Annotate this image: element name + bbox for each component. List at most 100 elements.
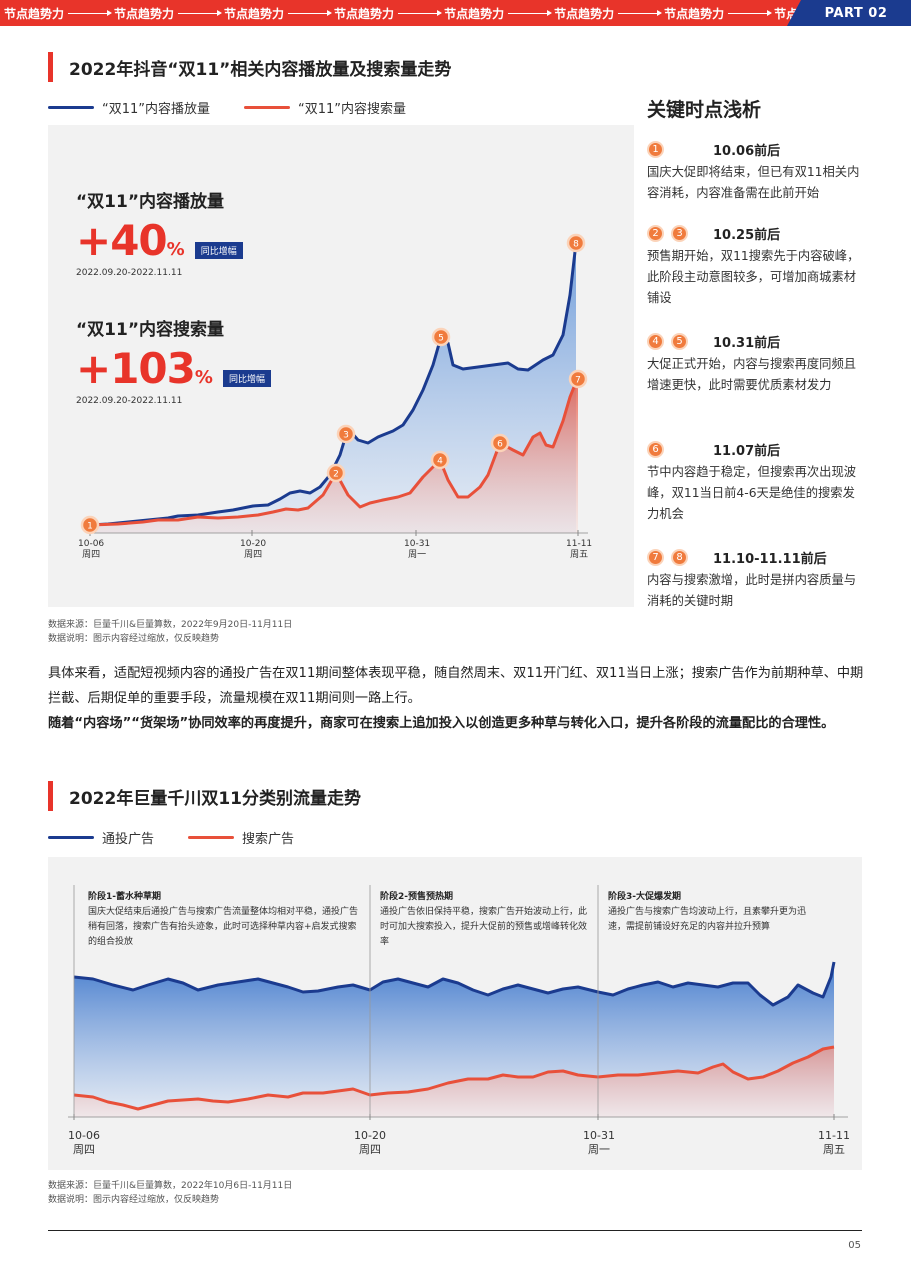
section2-source: 数据来源：巨量千川&巨量算数，2022年10月6日-11月11日 数据说明：图示… [48, 1179, 292, 1207]
section2-title: 2022年巨量千川双11分类别流量走势 [48, 781, 361, 811]
search-yoy-badge: 同比增幅 [223, 370, 272, 387]
banner-arrow-icon [178, 9, 223, 16]
banner-item: 节点趋势力 [114, 6, 175, 21]
phase-2-desc: 通投广告依旧保持平稳，搜索广告开始波动上行，此时可加大搜索投入，提升大促前的预售… [380, 907, 588, 947]
play-pct: +40% [76, 216, 185, 265]
banner-arrow-icon [398, 9, 443, 16]
phase-1: 阶段1-蓄水种草期 国庆大促结束后通投广告与搜索广告流量整体均相对平稳，通投广告… [88, 890, 360, 950]
chart1-line-play [89, 242, 578, 527]
chart1-marker-label-6: 6 [497, 440, 503, 450]
c1-tick-0: 10-06 周四 [78, 539, 105, 561]
key-point-time: 10.31前后 [713, 335, 781, 351]
banner-items: 节点趋势力节点趋势力节点趋势力节点趋势力节点趋势力节点趋势力节点趋势力节点趋势力 [4, 0, 834, 26]
c2-tick-0: 10-06 周四 [68, 1129, 100, 1156]
chart2-panel: 阶段1-蓄水种草期 国庆大促结束后通投广告与搜索广告流量整体均相对平稳，通投广告… [48, 857, 862, 1170]
key-point-desc: 大促正式开始，内容与搜索再度同频且增速更快，此时需要优质素材发力 [647, 357, 857, 392]
chart1-marker-1 [80, 515, 100, 535]
chart1-marker-label-3: 3 [343, 431, 349, 441]
search-range: 2022.09.20-2022.11.11 [76, 396, 183, 406]
marker-badge-icon: 7 [647, 548, 664, 566]
c2-tick-3: 11-11 周五 [818, 1129, 850, 1156]
legend-line-searchads [188, 836, 235, 839]
chart1-line-search [89, 376, 580, 527]
section1-note-text: 数据说明：图示内容经过缩放，仅反映趋势 [48, 634, 220, 644]
banner-item: 节点趋势力 [664, 6, 725, 21]
play-label: “双11”内容播放量 [76, 192, 225, 212]
key-points-title: 关键时点浅析 [647, 99, 762, 121]
legend-label-searchads: 搜索广告 [242, 832, 295, 847]
chart1-marker-7 [568, 369, 588, 389]
chart1-marker-label-5: 5 [438, 334, 444, 344]
legend-label-search: “双11”内容搜索量 [298, 102, 407, 117]
play-block: “双11”内容播放量 +40% 同比增幅 2022.09.20-2022.11.… [76, 187, 243, 278]
banner-arrow-icon [508, 9, 553, 16]
banner-arrow-icon [68, 9, 113, 16]
chart1-marker-5 [431, 327, 451, 347]
key-point-3: 4 5 10.31前后 大促正式开始，内容与搜索再度同频且增速更快，此时需要优质素材发… [647, 330, 862, 396]
c1-tick-2: 10-31 周一 [404, 539, 431, 561]
search-pct: +103% [76, 344, 213, 393]
chart1-area-play [90, 243, 576, 533]
banner-item: 节点趋势力 [224, 6, 285, 21]
chart1-marker-label-2: 2 [333, 470, 339, 480]
search-label: “双11”内容搜索量 [76, 320, 225, 340]
section2-note-text: 数据说明：图示内容经过缩放，仅反映趋势 [48, 1195, 220, 1205]
key-point-desc: 国庆大促即将结束，但已有双11相关内容消耗，内容准备需在此前开始 [647, 165, 860, 200]
legend-label-play: “双11”内容播放量 [102, 102, 211, 117]
key-point-desc: 预售期开始，双11搜索先于内容破峰，此阶段主动意图较多，可增加商城素材铺设 [647, 249, 860, 305]
section1-title: 2022年抖音“双11”相关内容播放量及搜索量走势 [48, 52, 451, 82]
chart1-marker-2 [326, 463, 346, 483]
phase-2: 阶段2-预售预热期 通投广告依旧保持平稳，搜索广告开始波动上行，此时可加大搜索投… [380, 890, 590, 950]
section2-source-text: 数据来源：巨量千川&巨量算数，2022年10月6日-11月11日 [48, 1181, 293, 1191]
marker-badge-icon: 4 [647, 332, 664, 350]
chart1-marker-label-8: 8 [573, 240, 579, 250]
legend-label-general: 通投广告 [102, 832, 155, 847]
chart1-marker-label-1: 1 [87, 522, 93, 532]
chart1-svg: 1 2 3 4 5 6 7 8 [80, 233, 588, 536]
top-banner: 节点趋势力节点趋势力节点趋势力节点趋势力节点趋势力节点趋势力节点趋势力节点趋势力… [0, 0, 911, 26]
title-accent-bar-2 [48, 781, 53, 811]
c2-tick-2: 10-31 周一 [583, 1129, 615, 1156]
footer-rule [48, 1230, 862, 1231]
phase-3-desc: 通投广告与搜索广告均波动上行，且素攀升更为迅速，需提前铺设好充足的内容并拉升预算 [608, 907, 807, 932]
c1-tick-3: 11-11 周五 [566, 539, 593, 561]
banner-item: 节点趋势力 [4, 6, 65, 21]
body-paragraph-2: 随着“内容场”“货架场”协同效率的再度提升，商家可在搜索上追加投入以创造更多种草… [48, 716, 835, 731]
section2-title-text: 2022年巨量千川双11分类别流量走势 [69, 788, 361, 809]
section1-title-text: 2022年抖音“双11”相关内容播放量及搜索量走势 [69, 59, 452, 80]
key-point-4: 6 11.07前后 节中内容趋于稳定，但搜索再次出现波峰，双11当日前4-6天是绝佳… [647, 438, 862, 525]
chart1-marker-3 [336, 424, 356, 444]
title-accent-bar [48, 52, 53, 82]
banner-item: 节点趋势力 [334, 6, 395, 21]
banner-arrow-icon [288, 9, 333, 16]
phase-2-title: 阶段2-预售预热期 [380, 892, 453, 902]
phase-3: 阶段3-大促爆发期 通投广告与搜索广告均波动上行，且素攀升更为迅速，需提前铺设好… [608, 890, 822, 935]
legend-line-play [48, 106, 94, 109]
key-point-2: 2 3 10.25前后 预售期开始，双11搜索先于内容破峰，此阶段主动意图较多，可增加… [647, 222, 862, 309]
banner-item: 节点趋势力 [554, 6, 615, 21]
chart1-marker-8 [566, 233, 586, 253]
key-point-desc: 内容与搜索激增，此时是拼内容质量与消耗的关键时期 [647, 573, 857, 608]
key-point-time: 11.10-11.11前后 [713, 551, 827, 567]
play-range: 2022.09.20-2022.11.11 [76, 268, 183, 278]
key-point-time: 11.07前后 [713, 443, 781, 459]
legend-line-search [244, 106, 291, 109]
key-point-desc: 节中内容趋于稳定，但搜索再次出现波峰，双11当日前4-6天是绝佳的搜索发力机会 [647, 465, 857, 521]
phase-3-title: 阶段3-大促爆发期 [608, 892, 681, 902]
chart1-panel: 1 2 3 4 5 6 7 8 “双11”内容播放量 +40% 同比增幅 2022.09.20… [48, 125, 634, 607]
marker-badge-icon: 3 [671, 224, 688, 242]
key-point-5: 7 8 11.10-11.11前后 内容与搜索激增，此时是拼内容质量与消耗的关键时期 [647, 546, 862, 612]
banner-item: 节点趋势力 [444, 6, 505, 21]
chart1-marker-label-7: 7 [575, 376, 581, 386]
legend-line-general [48, 836, 94, 839]
chart2-svg [68, 885, 848, 1120]
phase-1-title: 阶段1-蓄水种草期 [88, 892, 161, 902]
key-point-time: 10.06前后 [713, 143, 781, 159]
chart1-marker-6 [490, 433, 510, 453]
c1-tick-1: 10-20 周四 [240, 539, 267, 561]
body-paragraph-1: 具体来看，适配短视频内容的通投广告在双11期间整体表现平稳，随自然周末、双11开… [48, 666, 864, 706]
section1-source-text: 数据来源：巨量千川&巨量算数，2022年9月20日-11月11日 [48, 620, 293, 630]
play-yoy-badge: 同比增幅 [194, 242, 243, 259]
section1-source: 数据来源：巨量千川&巨量算数，2022年9月20日-11月11日 数据说明：图示… [48, 618, 292, 646]
